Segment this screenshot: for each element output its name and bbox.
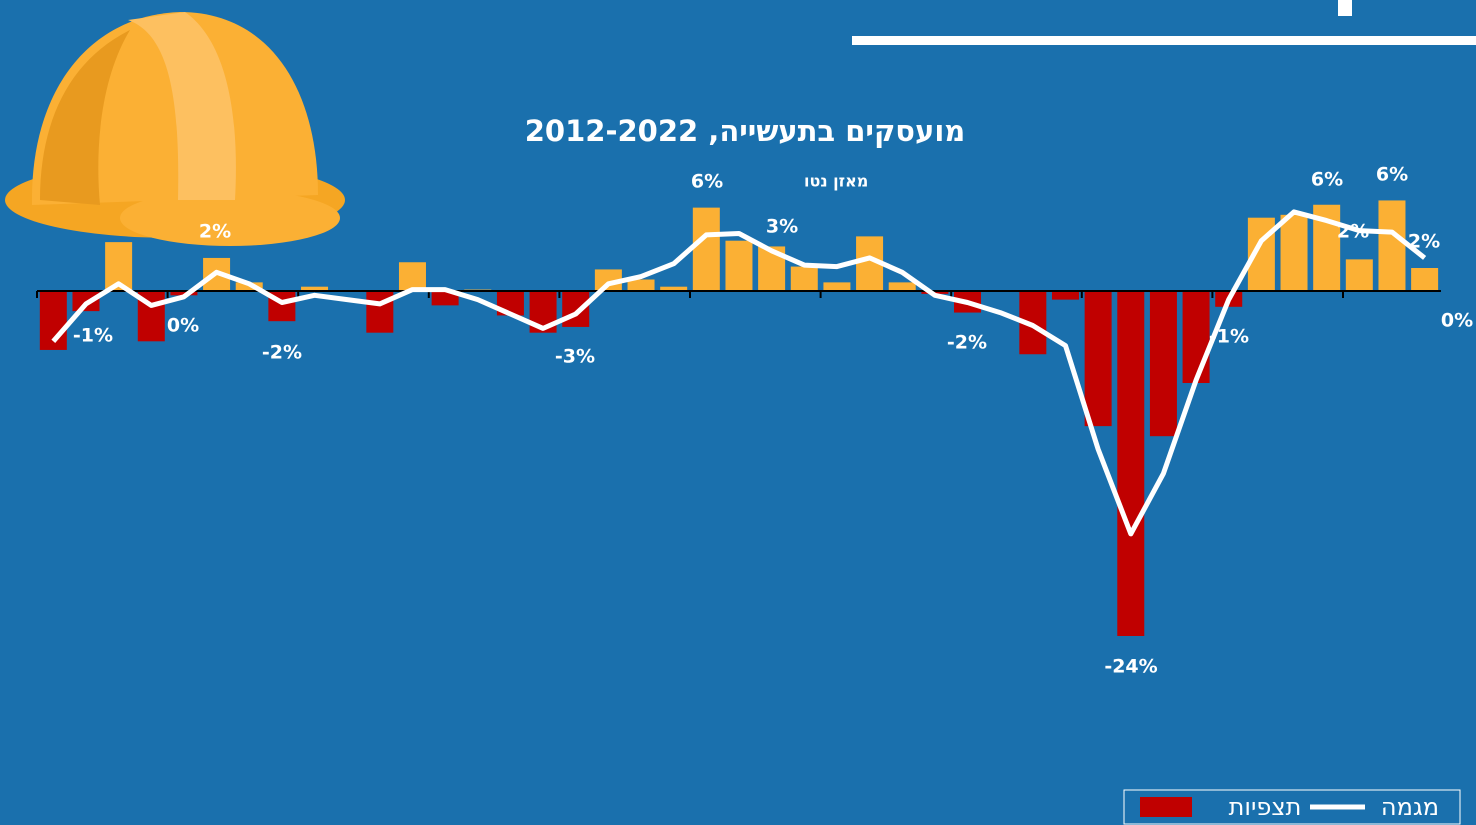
bar: [692, 207, 720, 291]
y-axis-label: מאזן נטו: [804, 172, 868, 191]
trend-line: [51, 209, 1427, 537]
bar: [1378, 200, 1406, 291]
bar: [1280, 214, 1308, 291]
bar: [1182, 291, 1210, 383]
data-label: -1%: [73, 325, 113, 347]
legend-box: [1123, 789, 1461, 825]
bar: [1084, 291, 1112, 427]
data-label: 2%: [1337, 221, 1369, 243]
chart-title: מועסקים בתעשייה, 2012-2022: [525, 114, 966, 148]
bar: [823, 282, 851, 291]
data-label: 0%: [1441, 310, 1473, 332]
bar: [1411, 268, 1439, 291]
bar: [1117, 291, 1145, 636]
bar: [170, 291, 198, 296]
header-glyph: [1338, 0, 1352, 16]
data-label: 0%: [167, 315, 199, 337]
bar: [725, 240, 753, 291]
header-rule: [852, 36, 1476, 45]
bar: [398, 262, 426, 291]
bar: [627, 279, 655, 291]
legend-label: תצפיות: [1229, 793, 1302, 821]
data-label: 2%: [1408, 231, 1440, 253]
data-label: 2%: [199, 221, 231, 243]
legend-label: מגמה: [1381, 793, 1439, 821]
bar: [888, 282, 916, 291]
hard-hat-icon: [5, 12, 345, 246]
legend-swatch: [1140, 797, 1192, 817]
bar: [1149, 291, 1177, 437]
bar: [1051, 291, 1079, 300]
bar: [594, 269, 622, 291]
data-label: 3%: [766, 216, 798, 238]
data-label: -2%: [262, 342, 302, 364]
bar: [660, 286, 688, 291]
data-label: -1%: [1209, 326, 1249, 348]
data-label: -24%: [1104, 656, 1157, 678]
data-label: -2%: [947, 332, 987, 354]
data-label: 6%: [1311, 169, 1343, 191]
bar: [301, 286, 329, 291]
bar: [1345, 259, 1373, 291]
bar: [431, 291, 459, 306]
data-label: 6%: [691, 171, 723, 193]
data-label: -3%: [555, 346, 595, 368]
bar: [562, 291, 590, 327]
bar: [790, 266, 818, 291]
data-label: 6%: [1376, 164, 1408, 186]
